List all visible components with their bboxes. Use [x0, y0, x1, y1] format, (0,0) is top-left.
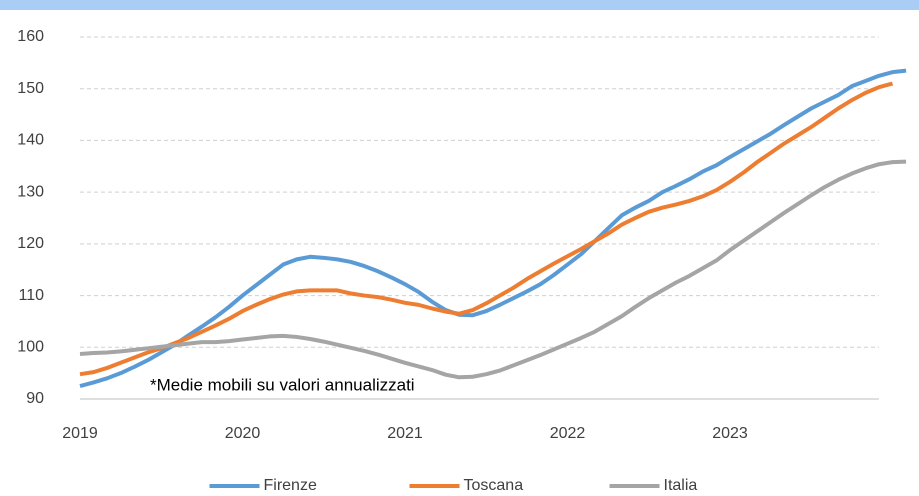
- x-tick-label: 2022: [550, 425, 586, 442]
- y-tick-label: 130: [17, 183, 44, 200]
- y-tick-label: 150: [17, 80, 44, 97]
- x-tick-label: 2023: [712, 425, 748, 442]
- x-tick-label: 2019: [62, 425, 98, 442]
- annotation: *Medie mobili su valori annualizzati: [150, 375, 415, 394]
- y-tick-label: 120: [17, 235, 44, 252]
- line-0: [79, 68, 907, 389]
- y-tick-label: 140: [17, 132, 44, 149]
- line-1: [79, 81, 894, 377]
- x-tick-label: 2021: [387, 425, 423, 442]
- legend-label: Toscana: [464, 477, 524, 494]
- x-tick-label: 2020: [225, 425, 261, 442]
- legend-label: Italia: [664, 477, 698, 494]
- y-tick-label: 90: [26, 390, 44, 407]
- legend-label: Firenze: [264, 477, 317, 494]
- y-tick-label: 100: [17, 339, 44, 356]
- y-tick-label: 160: [17, 28, 44, 45]
- y-tick-label: 110: [18, 287, 44, 304]
- line-2: [79, 159, 907, 380]
- top-bar: [0, 0, 919, 10]
